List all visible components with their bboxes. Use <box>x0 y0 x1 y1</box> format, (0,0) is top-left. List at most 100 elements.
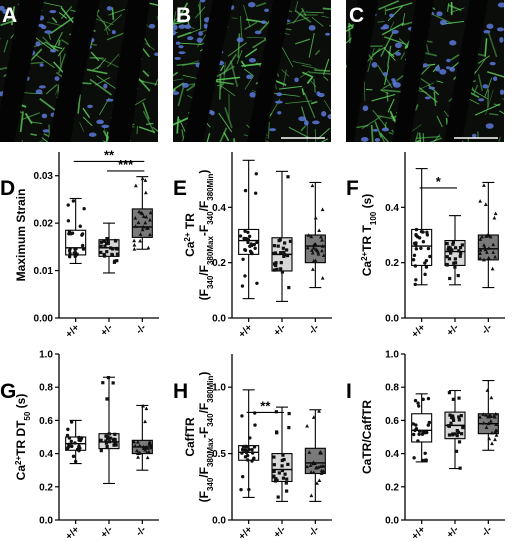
box--/- <box>304 409 326 502</box>
data-point <box>133 224 138 228</box>
micropillar-gap <box>48 0 100 142</box>
data-point <box>99 240 103 244</box>
data-point <box>80 232 85 236</box>
data-point <box>426 396 431 401</box>
data-point <box>315 481 319 485</box>
data-point <box>483 247 488 252</box>
data-point <box>140 176 145 181</box>
y-tick-label: 0.03 <box>34 171 54 182</box>
data-point <box>106 241 110 246</box>
box-+/+ <box>65 419 87 465</box>
data-point <box>457 415 461 419</box>
data-point <box>278 238 282 242</box>
data-point <box>490 441 494 446</box>
data-point <box>110 247 115 251</box>
data-point <box>413 398 418 403</box>
x-tick-label: -/- <box>134 524 148 538</box>
data-point <box>143 220 148 225</box>
data-point <box>288 239 293 243</box>
data-point <box>454 449 459 453</box>
data-point <box>478 199 483 203</box>
data-point <box>448 249 452 253</box>
data-point <box>238 234 243 238</box>
data-point <box>280 464 284 468</box>
data-point <box>306 233 311 237</box>
chart-panel-e: E 0.0 0.2 0.4 +/+ +/- -/- Ca2+ TR(F340/F380Max-… <box>173 152 332 340</box>
y-tick-label: 0.2 <box>212 258 226 269</box>
data-point <box>421 430 425 434</box>
data-point <box>113 432 117 436</box>
data-point <box>490 266 495 271</box>
y-tick-label: 1.0 <box>39 350 53 361</box>
x-tick-label: +/- <box>99 322 115 338</box>
data-point <box>491 250 496 254</box>
data-point <box>412 456 416 460</box>
data-point <box>451 418 456 423</box>
data-point <box>480 234 484 239</box>
x-tick-label: +/- <box>445 524 461 540</box>
data-point <box>319 468 324 473</box>
y-tick-label: 0.02 <box>34 219 54 230</box>
data-point <box>273 479 278 483</box>
significance-label: * <box>436 174 442 189</box>
data-point <box>455 434 459 438</box>
data-point <box>427 420 432 425</box>
data-point <box>132 243 137 247</box>
data-point <box>111 381 115 385</box>
y-axis-label: Ca2+TR DT50 (s) <box>14 394 32 481</box>
data-point <box>281 476 286 480</box>
data-point <box>141 403 145 408</box>
data-point <box>310 267 315 271</box>
data-point <box>283 241 287 245</box>
micrograph-b-image <box>173 0 331 142</box>
box-iqr <box>131 208 153 238</box>
data-point <box>478 237 483 241</box>
data-point <box>73 441 77 445</box>
data-point <box>104 434 108 438</box>
data-point <box>285 253 290 258</box>
data-point <box>287 411 291 416</box>
x-tick-label: +/+ <box>410 524 428 541</box>
data-point <box>478 415 482 419</box>
y-tick-label: 1.0 <box>212 383 226 394</box>
data-point <box>414 426 419 431</box>
data-point <box>320 244 325 248</box>
box-+/+ <box>238 159 260 300</box>
data-point <box>494 433 499 437</box>
data-point <box>68 251 72 256</box>
data-point <box>69 420 74 424</box>
data-point <box>282 253 287 257</box>
data-point <box>69 232 73 236</box>
box--/- <box>477 181 499 289</box>
data-point <box>478 251 482 255</box>
data-point <box>275 267 279 271</box>
data-point <box>451 240 455 244</box>
x-tick-label: -/- <box>307 322 321 336</box>
y-axis-label: Maximum Strain <box>14 189 28 282</box>
data-point <box>246 237 251 242</box>
data-point <box>272 469 276 474</box>
data-point <box>78 224 82 228</box>
data-point <box>282 457 286 462</box>
data-point <box>105 250 109 254</box>
data-point <box>279 267 283 271</box>
x-tick-label: +/- <box>445 322 461 338</box>
y-axis-label: Ca2+TR T100 (s) <box>360 194 378 277</box>
data-point <box>417 432 421 437</box>
data-point <box>287 285 291 290</box>
box-+/- <box>271 406 293 502</box>
data-point <box>103 239 107 243</box>
data-point <box>413 282 417 287</box>
significance-label: ** <box>104 147 115 162</box>
data-point <box>254 172 258 176</box>
data-point <box>109 246 113 250</box>
data-point <box>319 234 323 239</box>
data-point <box>112 437 116 441</box>
data-point <box>313 215 318 220</box>
data-point <box>99 250 103 255</box>
data-point <box>255 240 259 245</box>
panel-letter-c: C <box>349 4 364 27</box>
data-point <box>66 203 70 207</box>
data-point <box>242 236 246 241</box>
